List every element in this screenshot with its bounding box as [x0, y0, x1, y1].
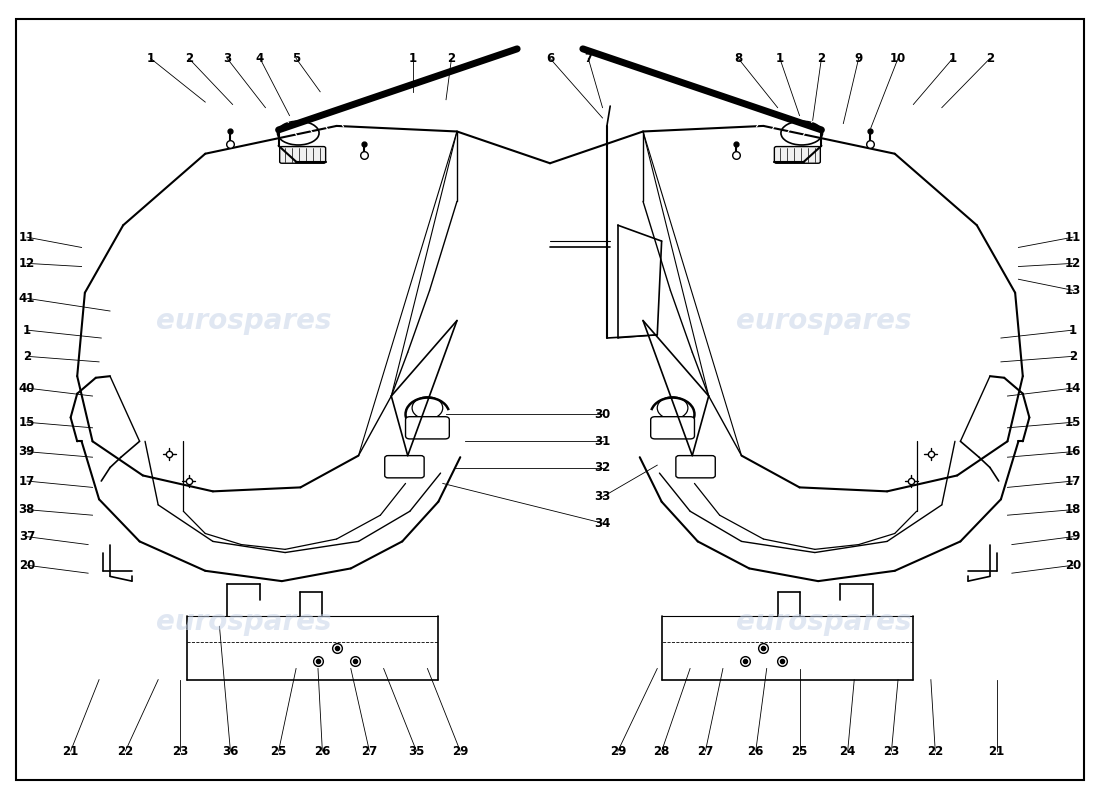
Text: 22: 22	[927, 745, 944, 758]
Text: 34: 34	[594, 517, 610, 530]
Text: 12: 12	[1065, 257, 1081, 270]
Text: 38: 38	[19, 503, 35, 516]
FancyBboxPatch shape	[385, 456, 425, 478]
Text: 41: 41	[19, 292, 35, 305]
Text: 32: 32	[594, 461, 610, 474]
Text: 25: 25	[271, 745, 287, 758]
Text: 11: 11	[19, 230, 35, 244]
Text: 2: 2	[185, 52, 192, 65]
Text: 22: 22	[118, 745, 133, 758]
Text: 12: 12	[19, 257, 35, 270]
Text: 1: 1	[146, 52, 155, 65]
FancyBboxPatch shape	[279, 146, 326, 163]
Text: 1: 1	[1069, 323, 1077, 337]
Text: eurospares: eurospares	[156, 306, 331, 334]
Text: eurospares: eurospares	[736, 306, 912, 334]
Text: 36: 36	[222, 745, 239, 758]
Text: 21: 21	[63, 745, 79, 758]
Text: 31: 31	[594, 435, 610, 448]
Text: 35: 35	[408, 745, 425, 758]
Text: 9: 9	[855, 52, 862, 65]
Text: 20: 20	[1065, 558, 1081, 572]
Text: 21: 21	[989, 745, 1004, 758]
Text: 30: 30	[594, 408, 610, 421]
Text: 1: 1	[409, 52, 417, 65]
Text: 11: 11	[1065, 230, 1081, 244]
Text: 18: 18	[1065, 503, 1081, 516]
Text: 3: 3	[223, 52, 231, 65]
Text: 40: 40	[19, 382, 35, 394]
Text: 24: 24	[839, 745, 856, 758]
Text: 39: 39	[19, 445, 35, 458]
Text: eurospares: eurospares	[156, 609, 331, 637]
Text: 25: 25	[791, 745, 807, 758]
Text: 27: 27	[361, 745, 377, 758]
FancyBboxPatch shape	[651, 417, 694, 439]
Text: 26: 26	[315, 745, 330, 758]
Text: 17: 17	[19, 474, 35, 487]
Text: 10: 10	[890, 52, 906, 65]
FancyBboxPatch shape	[675, 456, 715, 478]
Text: 14: 14	[1065, 382, 1081, 394]
FancyBboxPatch shape	[406, 417, 449, 439]
Text: 23: 23	[172, 745, 188, 758]
Text: 37: 37	[19, 530, 35, 543]
Text: 26: 26	[748, 745, 763, 758]
FancyBboxPatch shape	[774, 146, 821, 163]
Text: 33: 33	[594, 490, 610, 503]
Text: 2: 2	[1069, 350, 1077, 363]
Text: eurospares: eurospares	[736, 609, 912, 637]
Text: 8: 8	[734, 52, 742, 65]
Text: 5: 5	[292, 52, 300, 65]
Text: 2: 2	[448, 52, 455, 65]
Text: 20: 20	[19, 558, 35, 572]
Text: 4: 4	[256, 52, 264, 65]
Text: 1: 1	[23, 323, 31, 337]
Text: 2: 2	[817, 52, 825, 65]
Text: 17: 17	[1065, 474, 1081, 487]
Text: 28: 28	[653, 745, 670, 758]
Text: 15: 15	[19, 416, 35, 429]
Text: 7: 7	[584, 52, 593, 65]
Text: 1: 1	[948, 52, 957, 65]
Text: 2: 2	[23, 350, 31, 363]
Text: 15: 15	[1065, 416, 1081, 429]
Text: 23: 23	[883, 745, 900, 758]
Text: 13: 13	[1065, 284, 1081, 297]
Text: 16: 16	[1065, 445, 1081, 458]
Text: 19: 19	[1065, 530, 1081, 543]
Text: 6: 6	[546, 52, 554, 65]
Text: 27: 27	[697, 745, 714, 758]
Text: 2: 2	[986, 52, 994, 65]
Text: 29: 29	[452, 745, 469, 758]
Text: 29: 29	[609, 745, 626, 758]
Text: 1: 1	[776, 52, 784, 65]
